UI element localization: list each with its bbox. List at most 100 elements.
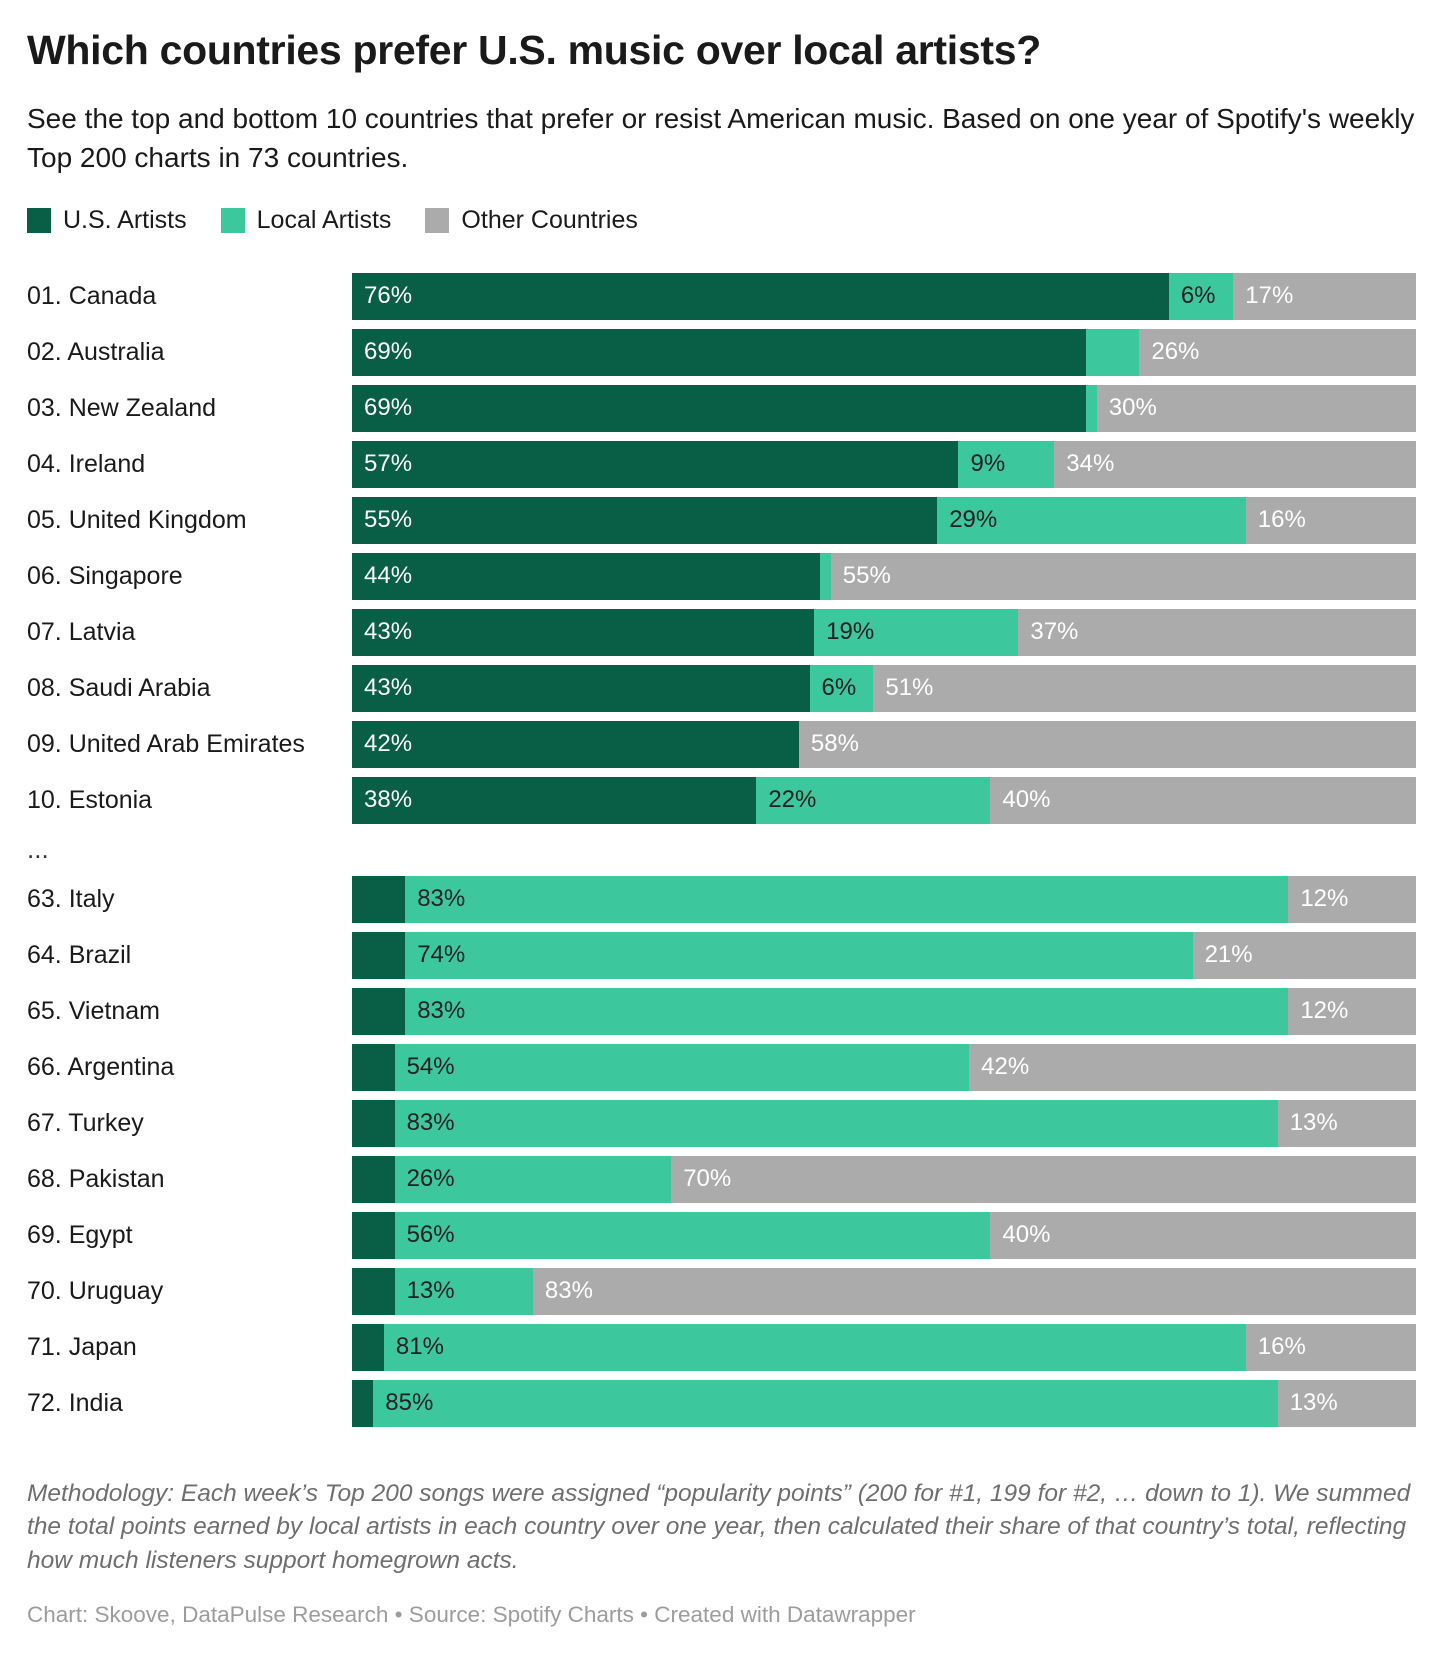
stacked-bar-chart: 01. Canada 76% 6% 17% 02. Australia 69% 26% 03.… [27, 272, 1417, 1427]
us-artists-segment [352, 1155, 395, 1203]
segment-value-label: 76% [364, 282, 413, 310]
chart-row: 02. Australia 69% 26% [27, 328, 1416, 376]
local-artists-segment [820, 552, 831, 600]
segment-value-label: 81% [395, 1333, 444, 1361]
stacked-bar: 85% 13% [352, 1379, 1416, 1427]
other-countries-segment: 83% [532, 1267, 1416, 1315]
country-label: 70. Uruguay [27, 1276, 164, 1305]
country-label: 64. Brazil [27, 940, 132, 969]
other-countries-segment: 42% [969, 1043, 1416, 1091]
segment-value-label: 6% [821, 674, 857, 702]
us-artists-segment [352, 875, 406, 923]
local-artists-segment: 81% [383, 1323, 1246, 1371]
other-countries-segment: 16% [1245, 1323, 1416, 1371]
local-artists-segment: 26% [394, 1155, 672, 1203]
segment-value-label: 55% [842, 562, 891, 590]
segment-value-label: 26% [1151, 338, 1200, 366]
chart-row: 69. Egypt 56% 40% [27, 1211, 1416, 1259]
stacked-bar: 38% 22% 40% [352, 776, 1416, 824]
segment-value-label: 54% [406, 1053, 455, 1081]
local-artists-segment: 56% [394, 1211, 991, 1259]
local-artists-segment: 9% [958, 440, 1055, 488]
chart-row: 68. Pakistan 26% 70% [27, 1155, 1416, 1203]
legend-item-other-countries: Other Countries [425, 205, 638, 235]
country-label: 06. Singapore [27, 561, 183, 590]
stacked-bar: 69% 26% [352, 328, 1416, 376]
other-countries-segment: 37% [1018, 608, 1416, 656]
segment-value-label: 6% [1180, 282, 1216, 310]
us-artists-segment: 55% [352, 496, 938, 544]
legend: U.S. Artists Local Artists Other Countri… [27, 206, 1416, 235]
stacked-bar: 56% 40% [352, 1211, 1416, 1259]
local-artists-segment: 83% [405, 875, 1289, 923]
stacked-bar: 76% 6% 17% [352, 272, 1416, 320]
country-label: 63. Italy [27, 884, 115, 913]
chart-row: 09. United Arab Emirates 42% 58% [27, 720, 1416, 768]
us-artists-segment [352, 1211, 395, 1259]
segment-value-label: 43% [364, 618, 413, 646]
us-artists-segment [352, 1323, 384, 1371]
other-countries-segment: 55% [830, 552, 1416, 600]
other-countries-segment: 34% [1054, 440, 1417, 488]
other-countries-segment: 13% [1277, 1379, 1416, 1427]
us-artists-segment: 69% [352, 384, 1087, 432]
us-artists-segment [352, 931, 406, 979]
segment-value-label: 22% [768, 786, 817, 814]
chart-row: 67. Turkey 83% 13% [27, 1099, 1416, 1147]
stacked-bar: 13% 83% [352, 1267, 1416, 1315]
segment-value-label: 34% [1066, 450, 1115, 478]
country-label: 07. Latvia [27, 617, 136, 646]
other-countries-segment: 70% [671, 1155, 1416, 1203]
country-label: 72. India [27, 1388, 123, 1417]
country-label: 04. Ireland [27, 449, 146, 478]
country-label: 01. Canada [27, 281, 157, 310]
other-countries-segment: 13% [1277, 1099, 1416, 1147]
chart-row: 06. Singapore 44% 55% [27, 552, 1416, 600]
chart-row: 64. Brazil 74% 21% [27, 931, 1416, 979]
country-label: 68. Pakistan [27, 1164, 165, 1193]
local-artists-segment: 13% [394, 1267, 533, 1315]
chart-row: 10. Estonia 38% 22% 40% [27, 776, 1416, 824]
segment-value-label: 17% [1245, 282, 1294, 310]
segment-value-label: 69% [364, 338, 413, 366]
segment-value-label: 85% [385, 1389, 434, 1417]
segment-value-label: 55% [364, 506, 413, 534]
us-artists-segment: 69% [352, 328, 1087, 376]
stacked-bar: 26% 70% [352, 1155, 1416, 1203]
segment-value-label: 44% [364, 562, 413, 590]
chart-subtitle: See the top and bottom 10 countries that… [27, 103, 1415, 174]
stacked-bar: 54% 42% [352, 1043, 1416, 1091]
other-countries-segment: 12% [1288, 875, 1417, 923]
local-artists-segment [1086, 384, 1097, 432]
local-artists-segment: 22% [756, 776, 991, 824]
country-label: 69. Egypt [27, 1220, 133, 1249]
other-countries-segment: 58% [798, 720, 1416, 768]
segment-value-label: 42% [981, 1053, 1030, 1081]
stacked-bar: 83% 12% [352, 987, 1417, 1035]
local-artists-segment: 29% [937, 496, 1246, 544]
us-artists-segment [352, 1043, 395, 1091]
legend-label: U.S. Artists [63, 205, 187, 234]
segment-value-label: 12% [1300, 885, 1349, 913]
methodology-note: Methodology: Each week’s Top 200 songs w… [27, 1479, 1411, 1575]
legend-label: Other Countries [461, 205, 638, 234]
us-artists-segment [352, 987, 406, 1035]
stacked-bar: 44% 55% [352, 552, 1416, 600]
segment-value-label: 19% [826, 618, 875, 646]
other-countries-segment: 30% [1096, 384, 1416, 432]
segment-value-label: 42% [364, 730, 413, 758]
local-artists-swatch [220, 207, 245, 233]
segment-value-label: 69% [364, 394, 413, 422]
local-artists-segment: 54% [394, 1043, 970, 1091]
chart-row: 08. Saudi Arabia 43% 6% 51% [27, 664, 1416, 712]
chart-row: 03. New Zealand 69% 30% [27, 384, 1416, 432]
top-10-section: 01. Canada 76% 6% 17% 02. Australia 69% 26% 03.… [27, 272, 1417, 824]
other-countries-segment: 12% [1288, 987, 1417, 1035]
country-label: 71. Japan [27, 1332, 137, 1361]
other-countries-segment: 40% [990, 776, 1416, 824]
segment-value-label: 83% [417, 997, 466, 1025]
chart-row: 70. Uruguay 13% 83% [27, 1267, 1416, 1315]
local-artists-segment [1086, 328, 1140, 376]
segment-value-label: 21% [1204, 941, 1253, 969]
